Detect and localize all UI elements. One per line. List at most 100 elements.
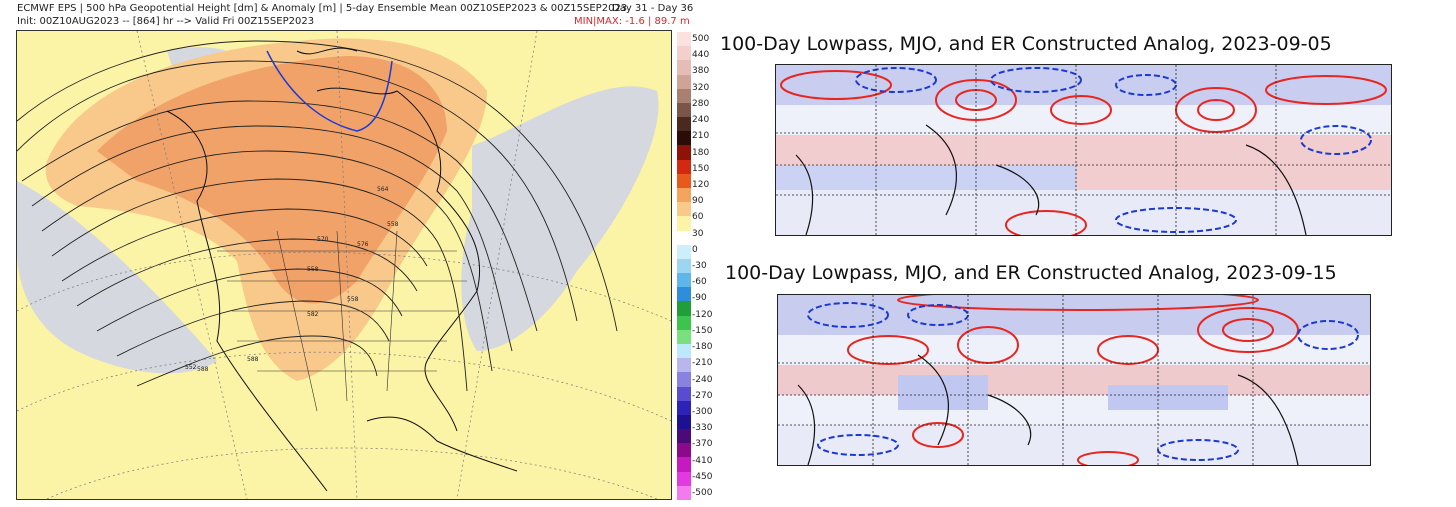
contour: [41, 150, 493, 372]
colorbar-tick-label: -60: [692, 277, 707, 288]
colorbar-segment: [677, 202, 691, 217]
contour-label: 558: [347, 296, 359, 303]
analog-shading: [778, 295, 1370, 465]
colorbar-segment: [677, 471, 691, 487]
colorbar-tick-label: -410: [692, 455, 713, 466]
blue-contours: [807, 302, 1359, 461]
colorbar-tick-label: -330: [692, 423, 713, 434]
map-header-line2: Init: 00Z10AUG2023 -- [864] hr --> Valid…: [17, 16, 315, 27]
colorbar-tick-label: 240: [692, 115, 710, 126]
colorbar-tick-label: -500: [692, 488, 713, 498]
coastlines: [797, 354, 1299, 465]
contour: [116, 300, 390, 357]
analog-map-2023-09-15: [777, 294, 1371, 466]
colorbar-segment: [677, 372, 691, 388]
red-contours: [847, 295, 1299, 465]
analog-svg-1: [776, 65, 1391, 235]
map-minmax: MIN|MAX: -1.6 | 89.7 m: [574, 16, 690, 27]
colorbar-tick-label: 90: [692, 196, 704, 207]
colorbar-segment: [677, 173, 691, 189]
contour-label: 564: [377, 186, 389, 193]
contour-label: 588: [247, 356, 259, 363]
contour: [51, 178, 468, 392]
colorbar-segment: [677, 301, 691, 317]
contour: [31, 125, 513, 352]
contour-label: 558: [307, 266, 319, 273]
colorbar-segment: [677, 287, 691, 302]
map-svg: 552 558 558 558 564 570 576 582 588 588: [17, 31, 671, 499]
colorbar-segment: [677, 457, 691, 473]
colorbar-tick-label: 440: [692, 50, 710, 61]
colorbar-tick-label: 320: [692, 82, 710, 93]
coastlines: [795, 124, 1307, 235]
colorbar-segment: [677, 131, 691, 146]
colorbar-tick-label: -90: [692, 293, 707, 304]
height-contours: [17, 40, 618, 392]
analog-shading: [776, 65, 1391, 235]
colorbar-segment: [677, 102, 691, 118]
grid-lines: [778, 295, 1370, 465]
contour: [61, 208, 428, 282]
colorbar-segment: [677, 400, 691, 416]
panel-title-2: 100-Day Lowpass, MJO, and ER Constructed…: [725, 262, 1337, 284]
colorbar-tick-label: -210: [692, 358, 713, 369]
grid-lines: [776, 65, 1391, 235]
contour-label: 576: [357, 241, 369, 248]
colorbar-segment: [677, 429, 691, 444]
anomaly-colorbar: [677, 32, 691, 501]
trough-pacific: [17, 181, 217, 374]
colorbar-tick-label: -450: [692, 471, 713, 482]
trough-atlantic: [461, 86, 659, 351]
colorbar-tick-label: 60: [692, 212, 704, 223]
colorbar-segment: [677, 358, 691, 373]
contour-label: 582: [307, 311, 319, 318]
colorbar-segment: [677, 258, 691, 274]
colorbar-tick-label: -240: [692, 374, 713, 385]
colorbar-tick-label: -370: [692, 439, 713, 450]
contour-label: 552: [185, 364, 197, 371]
colorbar-segment: [677, 273, 691, 288]
colorbar-tick-label: 500: [692, 34, 710, 44]
colorbar-tick-label: 210: [692, 131, 710, 142]
colorbar-tick-label: -150: [692, 325, 713, 336]
colorbar-tick-label: 180: [692, 147, 710, 158]
geopotential-height-map: 552 558 558 558 564 570 576 582 588 588: [16, 30, 672, 500]
colorbar-segment: [677, 74, 691, 90]
borders: [217, 230, 467, 412]
low-contour: [266, 50, 393, 132]
colorbar-tick-label: 30: [692, 228, 704, 239]
colorbar-segment: [677, 88, 691, 104]
colorbar-segment: [677, 46, 691, 61]
colorbar-tick-label: -270: [692, 390, 713, 401]
contour-label: 588: [197, 366, 209, 373]
contour: [96, 268, 403, 332]
contour: [17, 40, 618, 332]
colorbar-tick-label: -300: [692, 406, 713, 417]
colorbar-tick-label: 0: [692, 244, 698, 255]
graticule: [17, 31, 671, 499]
ridge-core: [97, 56, 447, 304]
colorbar-segment: [677, 216, 691, 232]
map-header-line1: ECMWF EPS | 500 hPa Geopotential Height …: [17, 3, 628, 14]
colorbar-segment: [677, 32, 691, 47]
contour: [76, 238, 418, 307]
coastlines: [166, 47, 518, 492]
colorbar-segment: [677, 414, 691, 430]
colorbar-segment: [677, 315, 691, 331]
colorbar-tick-label: -120: [692, 309, 713, 320]
analog-map-2023-09-05: [775, 64, 1392, 236]
colorbar-tick-label: 150: [692, 163, 710, 174]
colorbar-segment: [677, 443, 691, 458]
colorbar-segment: [677, 329, 691, 345]
colorbar-tick-label: 120: [692, 179, 710, 190]
colorbar-segment: [677, 117, 691, 132]
colorbar-tick-label: 280: [692, 98, 710, 109]
colorbar-segment: [677, 386, 691, 402]
contour-label: 558: [387, 221, 399, 228]
map-header-days: Day 31 - Day 36: [612, 3, 694, 14]
colorbar-tick-label: -180: [692, 342, 713, 353]
colorbar-tick-label: 380: [692, 66, 710, 77]
colorbar-segment: [677, 159, 691, 175]
colorbar-tick-label: -30: [692, 261, 707, 271]
colorbar-segment: [677, 145, 691, 161]
